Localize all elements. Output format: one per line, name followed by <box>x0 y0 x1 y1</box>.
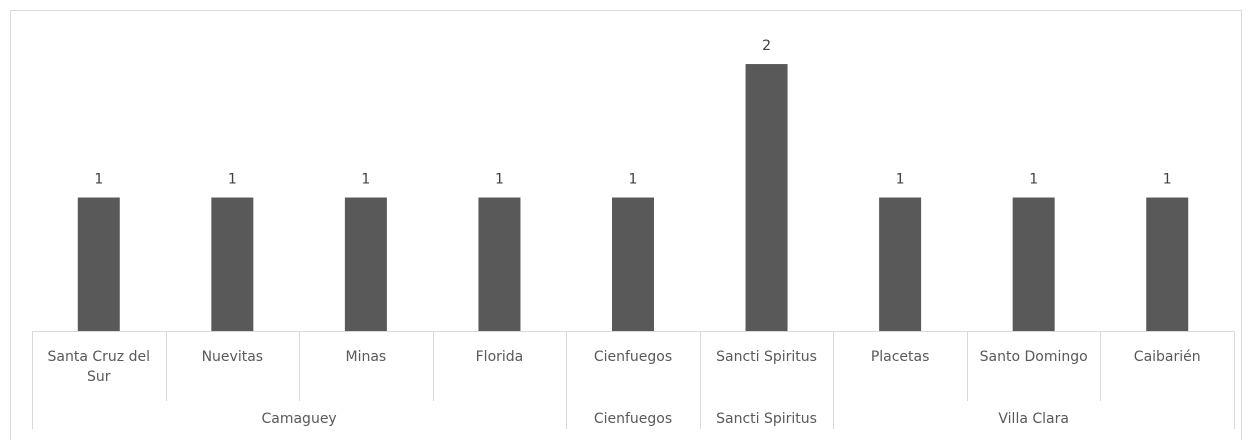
category-label: Caibarién <box>1134 349 1201 365</box>
group-label: Camaguey <box>261 411 336 427</box>
bar <box>879 197 922 331</box>
bar <box>344 197 387 331</box>
data-label: 2 <box>762 38 771 54</box>
bar <box>77 197 120 331</box>
group-label: Cienfuegos <box>594 411 672 427</box>
category-label: Placetas <box>871 349 930 365</box>
data-label: 1 <box>1163 172 1172 188</box>
data-label: 1 <box>896 172 905 188</box>
group-label: Sancti Spiritus <box>716 411 817 427</box>
data-label: 1 <box>94 172 103 188</box>
category-label: Cienfuegos <box>594 349 672 365</box>
bars-layer: 1 1 1 1 1 2 1 1 1 <box>77 38 1189 331</box>
data-label: 1 <box>228 172 237 188</box>
category-label: Minas <box>346 349 387 365</box>
bar <box>1012 197 1055 331</box>
data-label: 1 <box>629 172 638 188</box>
bar <box>211 197 254 331</box>
data-label: 1 <box>1029 172 1038 188</box>
category-label: Santa Cruz del Sur <box>48 349 150 385</box>
category-axis: Santa Cruz del Sur Nuevitas Minas Florida Cie… <box>32 331 1235 429</box>
category-label: Nuevitas <box>202 349 264 365</box>
group-label: Villa Clara <box>998 411 1069 427</box>
category-label: Santo Domingo <box>980 349 1088 365</box>
bar <box>745 64 788 331</box>
bar <box>1146 197 1189 331</box>
bar <box>612 197 654 331</box>
data-label: 1 <box>361 172 370 188</box>
bar <box>478 197 521 331</box>
data-label: 1 <box>495 172 504 188</box>
bar-chart: 1 1 1 1 1 2 1 1 1 Santa Cruz del Sur Nuevitas Minas… <box>32 38 1235 429</box>
category-label: Florida <box>476 349 524 365</box>
category-label: Sancti Spiritus <box>716 349 817 365</box>
